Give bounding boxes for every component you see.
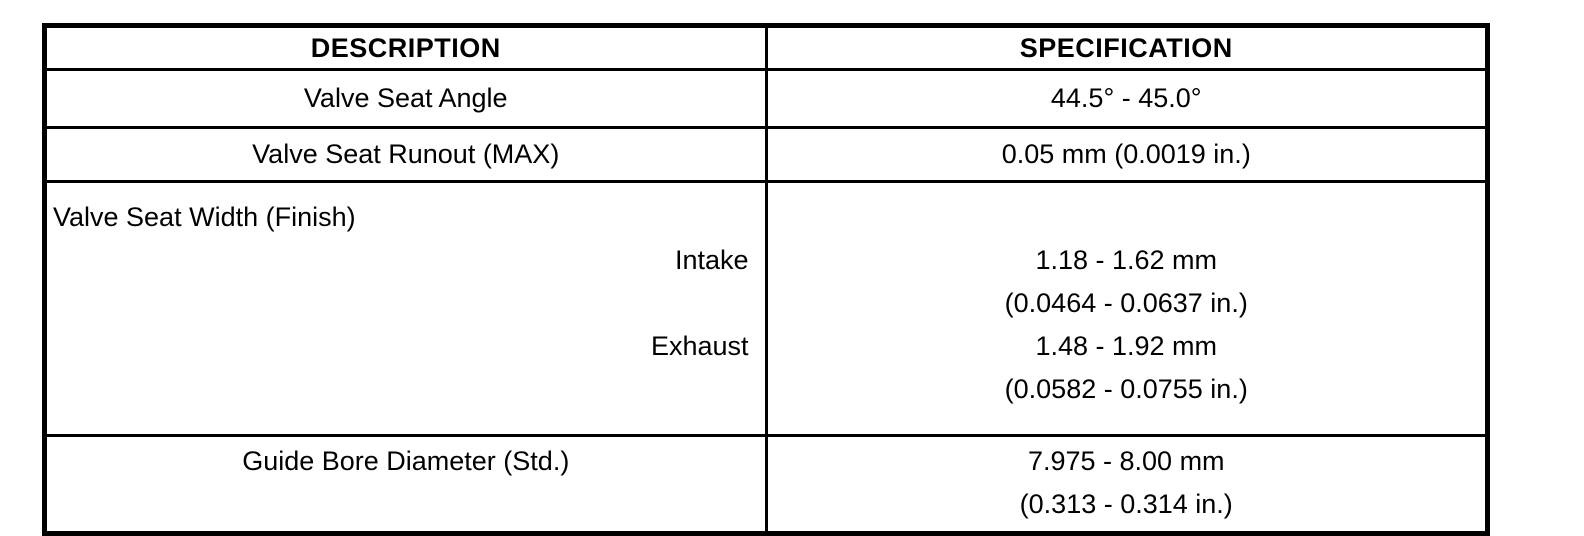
sub-label-exhaust: Exhaust — [650, 331, 749, 361]
column-header-specification: SPECIFICATION — [764, 24, 1489, 71]
description-cell-valve-seat-runout: Valve Seat Runout (MAX) — [43, 126, 768, 183]
spec-guide-bore-mm: 7.975 - 8.00 mm — [1027, 446, 1225, 476]
table-row-valve-seat-angle: Valve Seat Angle 44.5° - 45.0° — [43, 68, 1489, 129]
table-row-valve-seat-width: Valve Seat Width (Finish) Intake Exhaust… — [43, 180, 1489, 437]
sub-label-intake: Intake — [674, 245, 749, 275]
spec-intake-in: (0.0464 - 0.0637 in.) — [1004, 288, 1248, 318]
specification-cell-valve-seat-runout: 0.05 mm (0.0019 in.) — [764, 126, 1489, 183]
specification-cell-guide-bore-diameter: 7.975 - 8.00 mm (0.313 - 0.314 in.) — [764, 434, 1489, 535]
spacer-line — [47, 282, 763, 325]
spec-exhaust-mm: 1.48 - 1.92 mm — [1035, 331, 1218, 361]
guide-bore-label: Guide Bore Diameter (Std.) — [242, 446, 570, 476]
valve-seat-spec-table: DESCRIPTION SPECIFICATION Valve Seat Ang… — [42, 23, 1490, 536]
table-header-row: DESCRIPTION SPECIFICATION — [43, 24, 1489, 71]
spacer-line — [769, 196, 1485, 239]
spec-guide-bore-in: (0.313 - 0.314 in.) — [1019, 489, 1233, 519]
description-cell-valve-seat-width: Valve Seat Width (Finish) Intake Exhaust — [43, 180, 768, 437]
spec-exhaust-in: (0.0582 - 0.0755 in.) — [1004, 374, 1248, 404]
description-cell-valve-seat-angle: Valve Seat Angle — [43, 68, 768, 129]
specification-cell-valve-seat-angle: 44.5° - 45.0° — [764, 68, 1489, 129]
table-row-valve-seat-runout: Valve Seat Runout (MAX) 0.05 mm (0.0019 … — [43, 126, 1489, 183]
table-row-guide-bore-diameter: Guide Bore Diameter (Std.) 7.975 - 8.00 … — [43, 434, 1489, 535]
spacer-line — [47, 368, 763, 411]
column-header-description: DESCRIPTION — [43, 24, 768, 71]
specification-cell-valve-seat-width: 1.18 - 1.62 mm (0.0464 - 0.0637 in.) 1.4… — [764, 180, 1489, 437]
spec-intake-mm: 1.18 - 1.62 mm — [1035, 245, 1218, 275]
group-label-valve-seat-width: Valve Seat Width (Finish) — [53, 202, 356, 232]
description-cell-guide-bore-diameter: Guide Bore Diameter (Std.) — [43, 434, 768, 535]
